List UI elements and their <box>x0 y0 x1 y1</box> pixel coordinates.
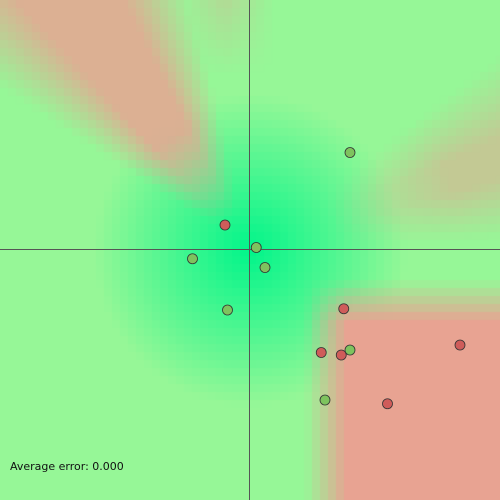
data-point-red-10 <box>335 349 347 361</box>
data-point-green-3 <box>250 242 262 253</box>
data-points <box>187 147 466 410</box>
data-point-green-5 <box>259 262 271 273</box>
data-point-red-9 <box>315 347 327 358</box>
data-point-red-13 <box>382 398 393 410</box>
average-error-label: Average error: 0.000 <box>10 460 124 473</box>
data-point-red-6 <box>338 303 350 315</box>
data-point-red-11 <box>454 339 466 351</box>
data-point-green-1 <box>344 147 356 158</box>
data-point-red-2 <box>219 219 231 231</box>
data-point-green-7 <box>222 304 233 316</box>
data-point-green-12 <box>319 394 331 406</box>
data-point-green-4 <box>187 253 198 265</box>
data-point-green-8 <box>344 344 356 356</box>
